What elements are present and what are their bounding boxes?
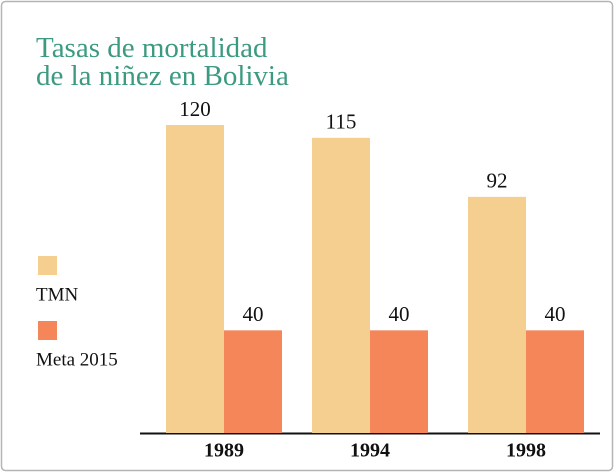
value-label: 115 <box>326 110 357 134</box>
bar <box>370 330 428 433</box>
legend-label: Meta 2015 <box>36 349 118 370</box>
bar <box>468 196 526 433</box>
bar <box>166 125 224 433</box>
value-label: 40 <box>389 302 410 326</box>
value-label: 92 <box>487 169 508 193</box>
bar <box>312 137 370 434</box>
value-label: 120 <box>179 97 211 121</box>
x-tick-label: 1998 <box>506 440 546 462</box>
bar <box>224 330 282 433</box>
legend-swatch <box>38 321 57 340</box>
bar <box>526 330 584 433</box>
x-tick-label: 1989 <box>204 440 244 462</box>
legend-swatch <box>38 256 57 275</box>
chart-title: de la niñez en Bolivia <box>36 60 289 92</box>
value-label: 40 <box>545 302 566 326</box>
chart-title: Tasas de mortalidad <box>36 32 268 64</box>
value-label: 40 <box>243 302 264 326</box>
legend-label: TMN <box>36 284 79 305</box>
x-tick-label: 1994 <box>350 440 390 462</box>
